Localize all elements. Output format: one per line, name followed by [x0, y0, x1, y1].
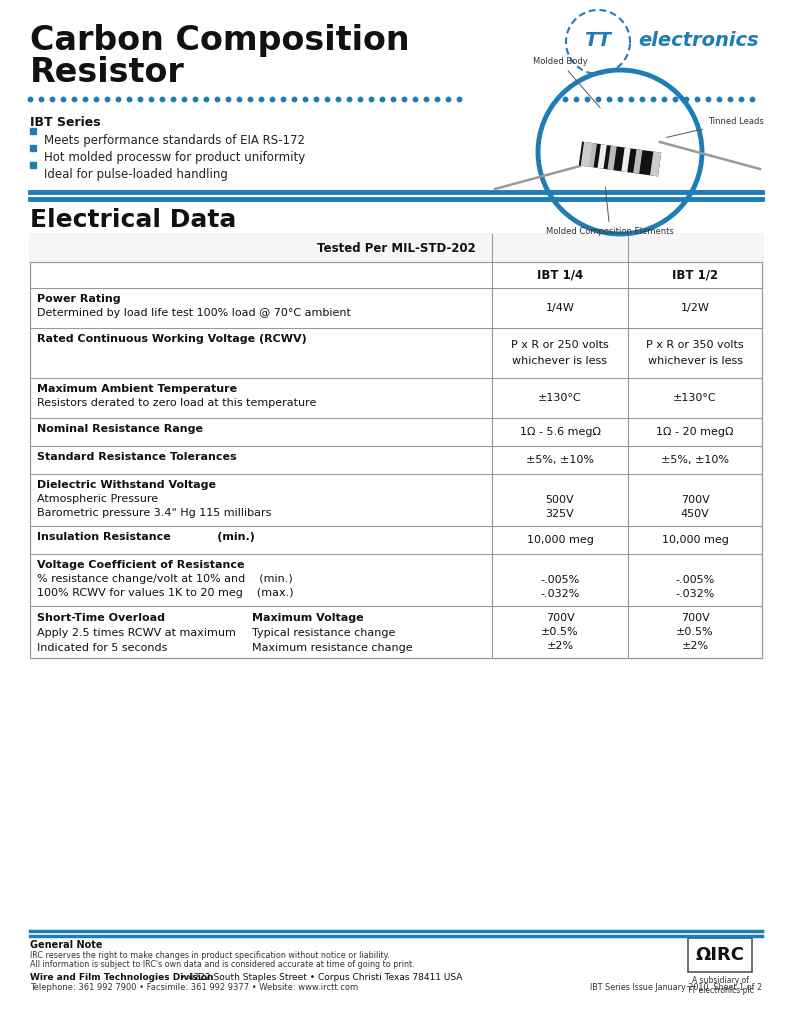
Text: Molded Body: Molded Body: [532, 57, 600, 108]
FancyBboxPatch shape: [607, 145, 617, 170]
Text: % resistance change/volt at 10% and    (min.): % resistance change/volt at 10% and (min…: [37, 574, 293, 584]
Text: -.005%: -.005%: [676, 575, 714, 585]
Text: General Note: General Note: [30, 940, 103, 950]
Text: -.032%: -.032%: [676, 589, 715, 599]
Text: 1Ω - 20 megΩ: 1Ω - 20 megΩ: [657, 427, 734, 437]
Text: Barometric pressure 3.4" Hg 115 millibars: Barometric pressure 3.4" Hg 115 millibar…: [37, 508, 271, 518]
Text: -.032%: -.032%: [540, 589, 580, 599]
Text: IRC reserves the right to make changes in product specification without notice o: IRC reserves the right to make changes i…: [30, 951, 390, 961]
Text: Atmospheric Pressure: Atmospheric Pressure: [37, 494, 158, 504]
Text: ±5%, ±10%: ±5%, ±10%: [661, 455, 729, 465]
Text: 1/4W: 1/4W: [546, 303, 574, 313]
Text: P x R or 350 volts: P x R or 350 volts: [646, 340, 744, 350]
Text: Determined by load life test 100% load @ 70°C ambient: Determined by load life test 100% load @…: [37, 308, 351, 318]
Text: Resistors derated to zero load at this temperature: Resistors derated to zero load at this t…: [37, 398, 316, 408]
Text: 10,000 meg: 10,000 meg: [527, 535, 593, 545]
Text: whichever is less: whichever is less: [513, 356, 607, 366]
Text: A subsidiary of
TT electronics plc: A subsidiary of TT electronics plc: [687, 976, 754, 995]
Text: Standard Resistance Tolerances: Standard Resistance Tolerances: [37, 452, 237, 462]
Text: IBT Series Issue January 2010  Sheet 1 of 2: IBT Series Issue January 2010 Sheet 1 of…: [590, 983, 762, 992]
Text: IBT Series: IBT Series: [30, 116, 100, 129]
Text: IBT 1/4: IBT 1/4: [537, 268, 583, 282]
Text: Ideal for pulse-loaded handling: Ideal for pulse-loaded handling: [44, 168, 228, 181]
FancyBboxPatch shape: [597, 144, 607, 169]
Text: P x R or 250 volts: P x R or 250 volts: [511, 340, 609, 350]
Text: -.005%: -.005%: [540, 575, 580, 585]
Text: 700V: 700V: [680, 613, 710, 623]
Text: Hot molded processw for product uniformity: Hot molded processw for product uniformi…: [44, 151, 305, 164]
Bar: [30, 234, 762, 658]
Text: Electrical Data: Electrical Data: [30, 208, 237, 232]
FancyBboxPatch shape: [588, 142, 597, 167]
Text: Telephone: 361 992 7900 • Facsimile: 361 992 9377 • Website: www.irctt.com: Telephone: 361 992 7900 • Facsimile: 361…: [30, 983, 358, 992]
Text: Nominal Resistance Range: Nominal Resistance Range: [37, 424, 203, 434]
Text: ±5%, ±10%: ±5%, ±10%: [526, 455, 594, 465]
Text: ±0.5%: ±0.5%: [676, 627, 713, 637]
Text: Tested Per MIL-STD-202: Tested Per MIL-STD-202: [316, 242, 475, 255]
Text: ±130°C: ±130°C: [538, 393, 582, 403]
FancyBboxPatch shape: [579, 141, 661, 176]
Text: ΩIRC: ΩIRC: [695, 946, 744, 964]
Text: Dielectric Withstand Voltage: Dielectric Withstand Voltage: [37, 480, 216, 490]
Text: Maximum Voltage: Maximum Voltage: [252, 613, 364, 623]
FancyBboxPatch shape: [581, 142, 592, 167]
Text: IBT 1/2: IBT 1/2: [672, 268, 718, 282]
Text: Short-Time Overload: Short-Time Overload: [37, 613, 165, 623]
Text: Carbon Composition: Carbon Composition: [30, 24, 410, 57]
Text: Voltage Coefficient of Resistance: Voltage Coefficient of Resistance: [37, 560, 244, 570]
Text: TT: TT: [585, 31, 611, 49]
Text: Maximum resistance change: Maximum resistance change: [252, 643, 413, 653]
FancyBboxPatch shape: [633, 150, 642, 174]
Text: Typical resistance change: Typical resistance change: [252, 628, 396, 638]
Text: ±0.5%: ±0.5%: [541, 627, 579, 637]
Text: 1/2W: 1/2W: [680, 303, 710, 313]
Text: Rated Continuous Working Voltage (RCWV): Rated Continuous Working Voltage (RCWV): [37, 334, 307, 344]
Text: Maximum Ambient Temperature: Maximum Ambient Temperature: [37, 384, 237, 394]
Text: Meets performance standards of EIA RS-172: Meets performance standards of EIA RS-17…: [44, 134, 305, 147]
Text: 700V: 700V: [546, 613, 574, 623]
Text: 1Ω - 5.6 megΩ: 1Ω - 5.6 megΩ: [520, 427, 600, 437]
Text: 325V: 325V: [546, 509, 574, 519]
Text: Indicated for 5 seconds: Indicated for 5 seconds: [37, 643, 168, 653]
Text: 10,000 meg: 10,000 meg: [661, 535, 729, 545]
Text: ±2%: ±2%: [547, 641, 573, 651]
Text: Tinned Leads: Tinned Leads: [667, 117, 764, 137]
FancyBboxPatch shape: [688, 938, 752, 972]
Text: Wire and Film Technologies Division: Wire and Film Technologies Division: [30, 973, 214, 982]
Text: 700V: 700V: [680, 495, 710, 505]
Text: 500V: 500V: [546, 495, 574, 505]
Text: Apply 2.5 times RCWV at maximum: Apply 2.5 times RCWV at maximum: [37, 628, 236, 638]
Text: electronics: electronics: [638, 31, 759, 49]
Text: Insulation Resistance            (min.): Insulation Resistance (min.): [37, 532, 255, 542]
Text: ±2%: ±2%: [681, 641, 709, 651]
Text: Power Rating: Power Rating: [37, 294, 120, 304]
Text: Resistor: Resistor: [30, 56, 185, 89]
Text: • 4222 South Staples Street • Corpus Christi Texas 78411 USA: • 4222 South Staples Street • Corpus Chr…: [177, 973, 463, 982]
Text: whichever is less: whichever is less: [648, 356, 743, 366]
Text: All information is subject to IRC's own data and is considered accurate at time : All information is subject to IRC's own …: [30, 961, 414, 969]
FancyBboxPatch shape: [621, 147, 630, 172]
Text: Molded Composition Elements: Molded Composition Elements: [546, 186, 674, 236]
Text: 450V: 450V: [680, 509, 710, 519]
Text: 100% RCWV for values 1K to 20 meg    (max.): 100% RCWV for values 1K to 20 meg (max.): [37, 588, 293, 598]
Text: ±130°C: ±130°C: [673, 393, 717, 403]
FancyBboxPatch shape: [650, 152, 661, 176]
